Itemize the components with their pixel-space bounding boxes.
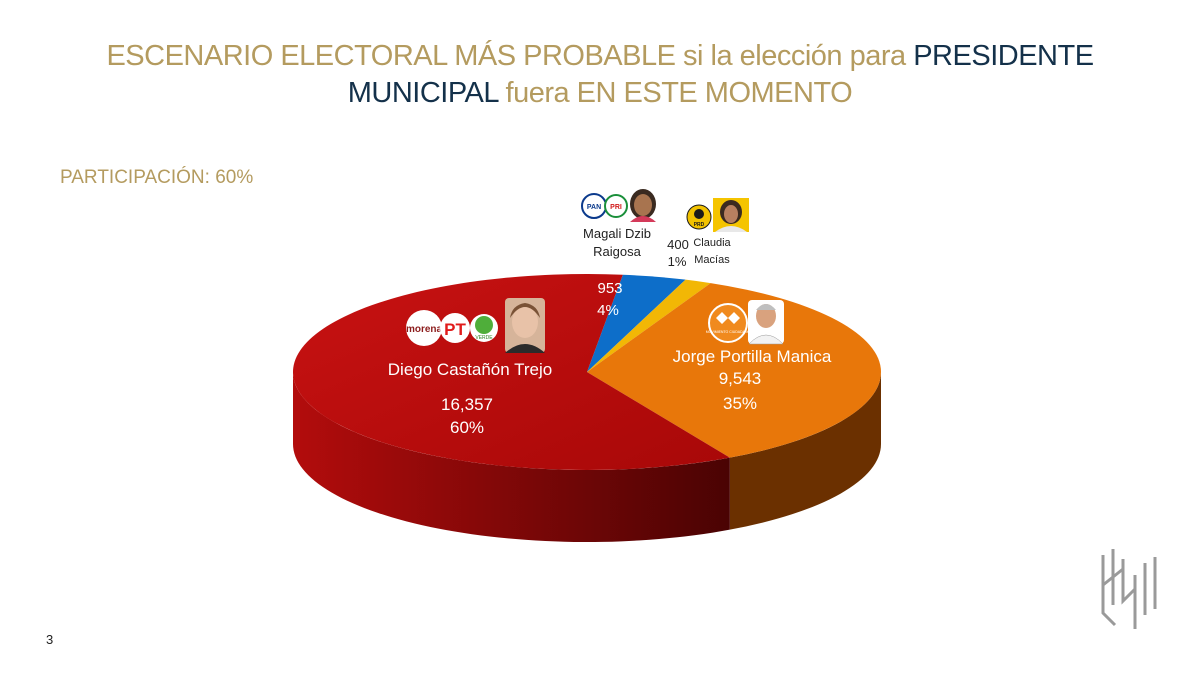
label-diego-value: 16,357 bbox=[441, 395, 493, 414]
pt-logo-text: PT bbox=[444, 320, 466, 339]
magali-avatar bbox=[630, 189, 656, 222]
page-title: ESCENARIO ELECTORAL MÁS PROBABLE si la e… bbox=[0, 38, 1200, 112]
pie-slice-diego-casta-n-trejo bbox=[292, 274, 730, 471]
pie-side-walls bbox=[293, 372, 881, 542]
mc-logo-icon bbox=[708, 303, 748, 343]
page-number: 3 bbox=[46, 632, 54, 647]
pie-slice-jorge-portilla-manica bbox=[587, 283, 882, 458]
label-claudia-name-line2: Macías bbox=[694, 254, 730, 266]
mc-logo-text: MOVIMIENTO CIUDADANO bbox=[706, 330, 751, 334]
pri-logo-icon bbox=[604, 194, 628, 218]
label-magali-value: 953 bbox=[597, 280, 622, 297]
title-part-2: PRESIDENTE bbox=[913, 40, 1094, 72]
title-part-4: fuera EN ESTE MOMENTO bbox=[497, 77, 853, 109]
title-part-1: ESCENARIO ELECTORAL MÁS PROBABLE si la e… bbox=[106, 40, 914, 72]
pie-slice-magali-dzib-raigosa bbox=[587, 274, 686, 372]
label-claudia-value: 400 bbox=[667, 237, 689, 252]
pt-logo-icon bbox=[440, 313, 470, 343]
pan-logo-text: PAN bbox=[587, 204, 601, 211]
label-jorge-percent: 35% bbox=[723, 394, 757, 413]
label-magali-name-line1: Magali Dzib bbox=[583, 226, 651, 241]
pie-side-jorge-portilla-manica bbox=[729, 372, 881, 530]
pie-side-diego-casta-n-trejo bbox=[293, 372, 730, 542]
participation-label: PARTICIPACIÓN: 60% bbox=[60, 167, 254, 188]
label-diego-percent: 60% bbox=[450, 418, 484, 437]
jorge-avatar bbox=[748, 300, 784, 345]
claudia-party-logos: PRD bbox=[686, 204, 712, 230]
pri-logo-text: PRI bbox=[610, 204, 622, 211]
label-jorge-value: 9,543 bbox=[719, 369, 762, 388]
diego-party-logos: morena PT VERDE bbox=[406, 310, 498, 346]
morena-logo-text: morena bbox=[406, 324, 443, 335]
title-part-3: MUNICIPAL bbox=[347, 77, 499, 109]
label-magali-name-line2: Raigosa bbox=[593, 244, 641, 259]
label-jorge-name: Jorge Portilla Manica bbox=[673, 347, 832, 366]
verde-logo-text: VERDE bbox=[475, 335, 493, 341]
label-magali-percent: 4% bbox=[597, 302, 619, 319]
diego-avatar bbox=[505, 298, 545, 353]
jorge-party-logos: MOVIMIENTO CIUDADANO bbox=[706, 303, 751, 343]
company-logo-icon bbox=[1101, 549, 1157, 629]
label-claudia-name-line1: Claudia bbox=[693, 237, 731, 249]
morena-logo-icon bbox=[406, 310, 442, 346]
prd-logo-text: PRD bbox=[694, 222, 705, 228]
pie-slice-claudia-mac-as bbox=[587, 279, 711, 372]
magali-party-logos: PAN PRI bbox=[581, 193, 628, 219]
label-diego-name: Diego Castañón Trejo bbox=[388, 360, 552, 379]
claudia-avatar bbox=[713, 198, 749, 232]
pie-top-faces bbox=[292, 274, 882, 471]
label-claudia-percent: 1% bbox=[668, 254, 687, 269]
